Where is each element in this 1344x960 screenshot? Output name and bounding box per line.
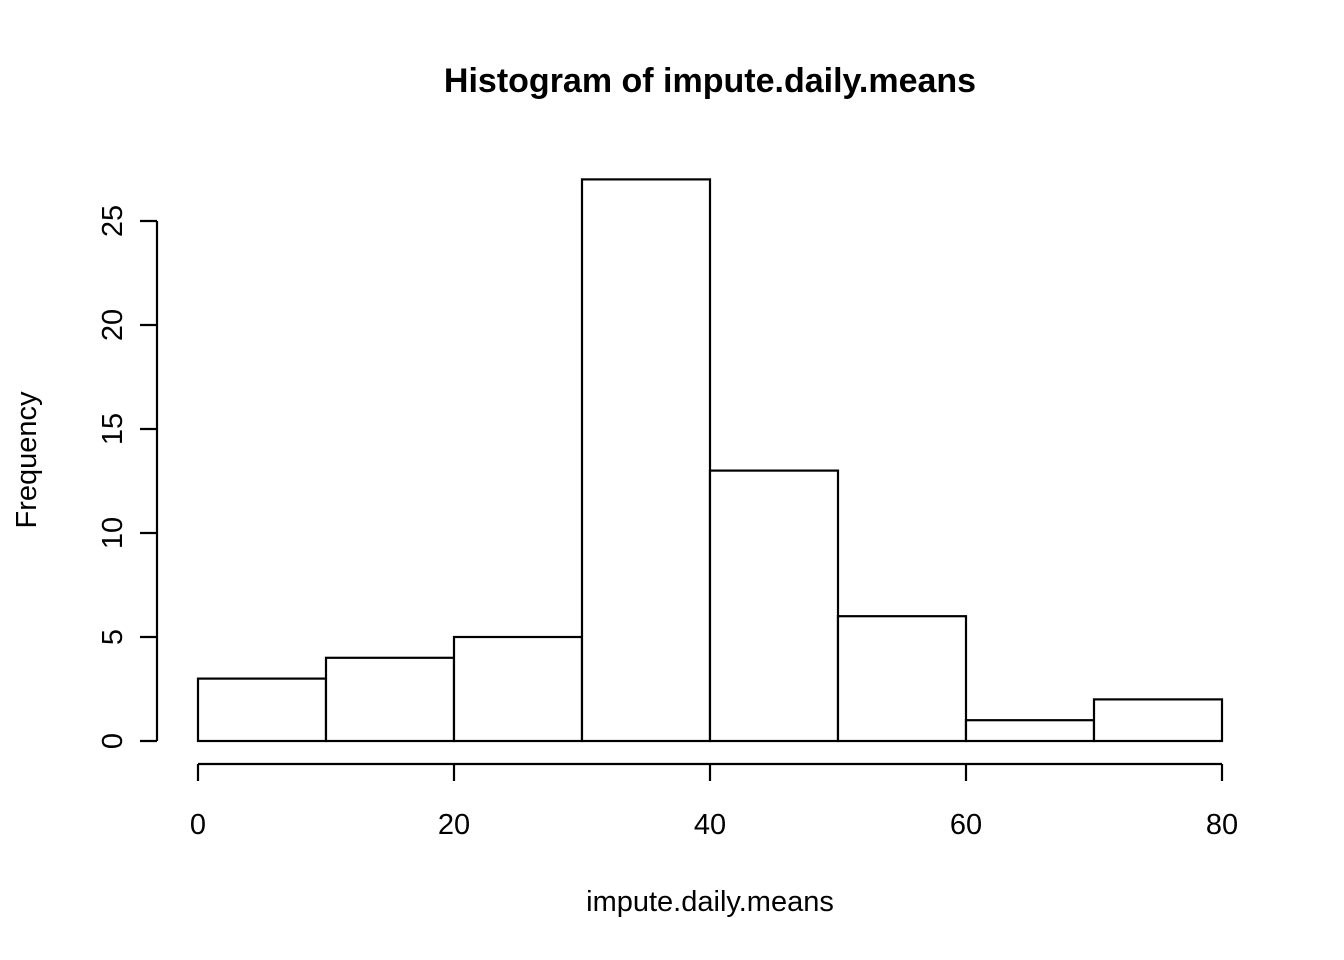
y-tick-label-1: 5 [97, 629, 129, 645]
histogram-bar-6 [964, 719, 1096, 743]
y-tick-label-0: 0 [97, 733, 129, 749]
y-tick-label-5: 25 [97, 205, 129, 237]
bars-group [196, 178, 1224, 743]
x-axis: 0 20 40 60 80 [190, 762, 1238, 841]
x-tick-label-4: 80 [1206, 809, 1238, 841]
x-tick-label-2: 40 [694, 809, 726, 841]
histogram-bar-0 [196, 677, 328, 743]
y-axis-label: Frequency [11, 391, 43, 529]
histogram-bar-2 [452, 635, 584, 743]
x-tick-label-1: 20 [438, 809, 470, 841]
y-tick-label-4: 20 [97, 309, 129, 341]
histogram-bar-4 [708, 469, 840, 743]
x-axis-label: impute.daily.means [586, 886, 834, 918]
histogram-bar-5 [836, 615, 968, 743]
y-tick-label-2: 10 [97, 517, 129, 549]
y-tick-label-3: 15 [97, 413, 129, 445]
chart-title: Histogram of impute.daily.means [444, 62, 976, 100]
histogram-bar-3 [580, 178, 712, 743]
histogram-bar-1 [324, 656, 456, 743]
x-tick-label-0: 0 [190, 809, 206, 841]
x-tick-label-3: 60 [950, 809, 982, 841]
y-axis: 0 5 10 15 20 25 [97, 205, 159, 749]
histogram-bar-7 [1092, 698, 1224, 743]
